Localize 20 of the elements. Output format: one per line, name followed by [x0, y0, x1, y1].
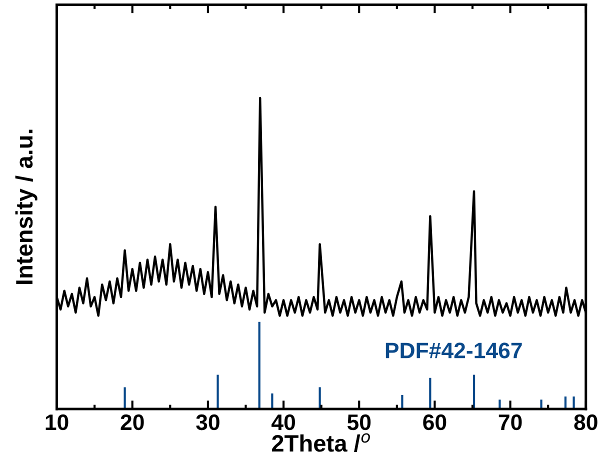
bar — [216, 374, 219, 409]
bar — [572, 396, 575, 409]
x-tick-label: 10 — [46, 414, 68, 430]
x-tick-label: 70 — [498, 414, 522, 430]
x-axis-title: 2Theta /$^{o}$ — [272, 433, 370, 452]
bar — [258, 322, 260, 409]
bar — [271, 393, 274, 409]
series-label: PDF#42-1467 — [386, 342, 522, 358]
bar — [540, 400, 542, 409]
x-tick-label: 20 — [120, 414, 144, 430]
x-tick-label: 50 — [347, 414, 371, 430]
y-axis-title: Intensity / a.u. — [15, 130, 38, 284]
bar — [401, 394, 404, 409]
x-tick-label: 80 — [574, 414, 598, 430]
bar — [498, 400, 501, 409]
x-tick-label: 30 — [196, 414, 220, 430]
x-tick-label: 40 — [272, 414, 295, 430]
x-tick-label: 60 — [423, 414, 446, 430]
bar — [429, 378, 432, 409]
bar — [124, 387, 126, 409]
